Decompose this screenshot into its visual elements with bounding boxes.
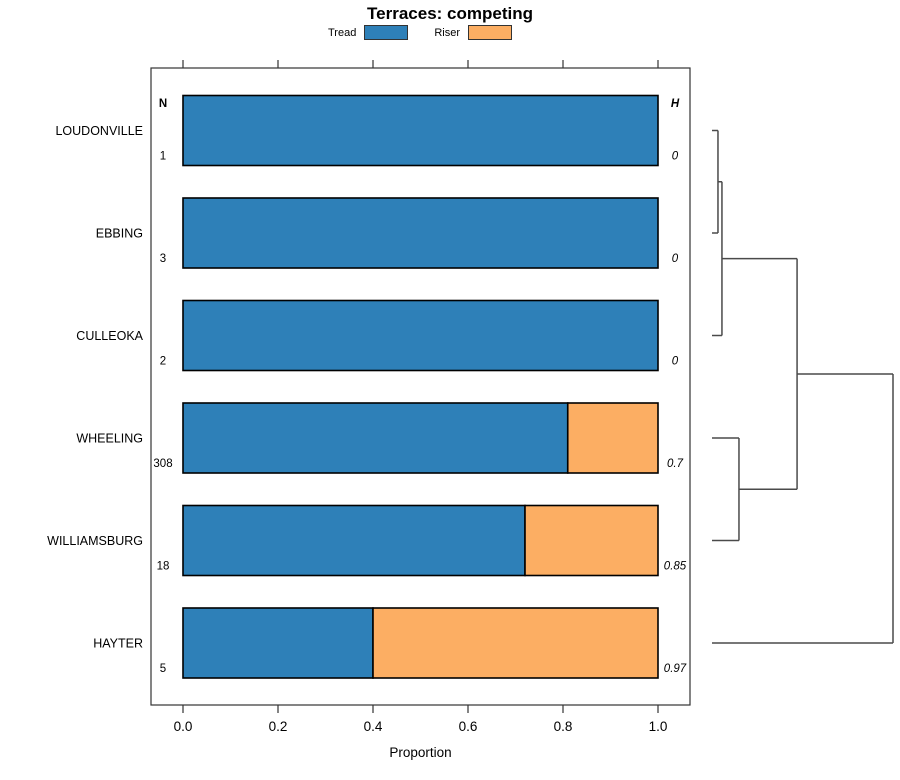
row-label: HAYTER	[93, 637, 143, 651]
legend-item-tread: Tread	[328, 25, 409, 40]
bar-segment-tread	[182, 402, 569, 474]
bar-segment-tread	[182, 607, 374, 679]
x-axis-tick-label: 0.4	[364, 719, 383, 734]
h-value: 0	[672, 356, 679, 368]
n-value: 1	[160, 151, 166, 163]
h-value: 0.7	[667, 458, 684, 470]
row-label: CULLEOKA	[76, 329, 143, 343]
chart-title: Terraces: competing	[367, 4, 533, 23]
h-value: 0.97	[664, 663, 687, 675]
plot-box	[150, 67, 691, 706]
bar-segment-riser	[372, 607, 659, 679]
row-label: LOUDONVILLE	[55, 124, 143, 138]
legend-label-riser: Riser	[434, 26, 460, 39]
x-axis-tick-label: 0.8	[554, 719, 573, 734]
h-value: 0	[672, 151, 679, 163]
legend-label-tread: Tread	[328, 26, 357, 39]
h-value: 0	[672, 253, 679, 265]
bar-segment-riser	[524, 504, 659, 577]
bar-segment-tread	[182, 299, 659, 372]
h-column-header: H	[671, 98, 680, 110]
x-axis-tick-label: 0.0	[174, 719, 193, 734]
bar-segment-tread	[182, 94, 659, 167]
bar-segment-riser	[566, 402, 659, 474]
x-axis-tick-label: 1.0	[649, 719, 668, 734]
n-column-header: N	[159, 98, 167, 110]
legend-swatch-riser	[468, 25, 512, 40]
n-value: 2	[160, 356, 166, 368]
legend-item-riser: Riser	[434, 25, 512, 40]
row-label: EBBING	[96, 227, 143, 241]
row-label: WHEELING	[76, 432, 143, 446]
n-value: 308	[153, 458, 172, 470]
legend-swatch-tread	[364, 25, 409, 40]
row-label: WILLIAMSBURG	[47, 534, 143, 548]
x-axis-title: Proportion	[389, 745, 451, 760]
n-value: 3	[160, 253, 166, 265]
bar-segment-tread	[182, 197, 659, 269]
n-value: 18	[157, 561, 170, 573]
h-value: 0.85	[664, 561, 687, 573]
bar-segment-tread	[182, 504, 526, 577]
x-axis-tick-label: 0.6	[459, 719, 478, 734]
legend: Tread Riser	[0, 25, 840, 40]
x-axis-tick-label: 0.2	[269, 719, 288, 734]
n-value: 5	[160, 663, 166, 675]
